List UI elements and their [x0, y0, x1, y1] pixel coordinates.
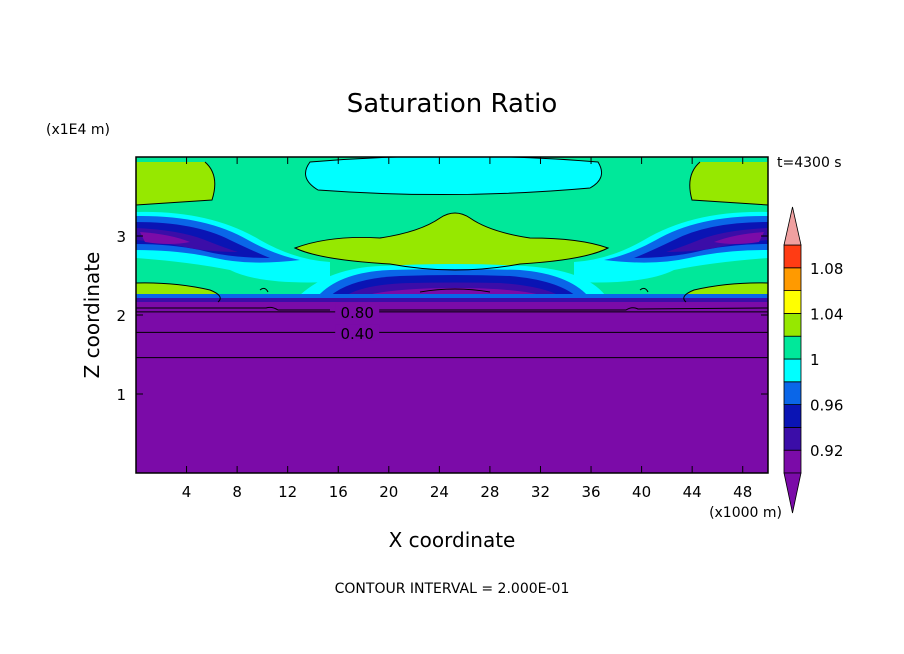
field-right-indigo-core [666, 228, 768, 252]
colorbar-tick-label: 0.92 [810, 442, 843, 460]
colorbar: 0.92 0.96 1 1.04 1.08 [783, 206, 843, 514]
contour-left-upper [136, 161, 216, 206]
x-tick-label: 48 [733, 483, 752, 501]
colorbar-segment [783, 426, 802, 451]
x-tick-label: 44 [683, 483, 702, 501]
x-tick-label: 16 [329, 483, 348, 501]
x-tick-label: 40 [632, 483, 651, 501]
x-tick-label: 4 [182, 483, 192, 501]
y-axis-label: Z coordinate [80, 252, 104, 379]
field-transition-indigo [136, 298, 768, 304]
contour-right-blob [639, 287, 649, 293]
colorbar-segment [783, 381, 802, 405]
field-top-cyan-cap [305, 157, 602, 195]
colorbar-tick-label: 1 [810, 351, 820, 369]
chart-title: Saturation Ratio [347, 89, 558, 119]
field-transition-blue [136, 294, 768, 300]
contour-top-cap [305, 157, 603, 196]
colorbar-segment [783, 358, 802, 383]
colorbar-tick-label: 1.08 [810, 260, 843, 278]
colorbar-segment [783, 244, 802, 269]
contour-left-wiggle [136, 306, 330, 311]
colorbar-tick-label: 1.04 [810, 305, 843, 323]
contour-lines [136, 157, 768, 359]
contour-labels: 0.80 0.40 [335, 302, 380, 343]
x-tick-label: 28 [480, 483, 499, 501]
contour-left-blob [259, 287, 269, 293]
colorbar-under-arrow [783, 472, 802, 514]
time-label: t=4300 s [777, 155, 842, 171]
colorbar-segment [783, 312, 802, 337]
colorbar-segment [783, 267, 802, 291]
field-lower-purple-layer [136, 302, 768, 473]
y-tick-label: 3 [116, 228, 126, 246]
contour-right-lower [683, 282, 768, 303]
field-right-upper-yellowgreen [689, 162, 768, 205]
contour-left-lower [136, 282, 221, 303]
field-central-yellowgreen-dome [295, 213, 608, 270]
colorbar-segment [783, 335, 802, 360]
field-left-purple-core [140, 232, 190, 244]
contour-interval-footer: CONTOUR INTERVAL = 2.000E-01 [335, 581, 570, 597]
y-tick-label: 2 [116, 307, 126, 325]
colorbar-segment [783, 290, 802, 314]
x-tick-label: 32 [531, 483, 550, 501]
contour-label: 0.40 [340, 325, 373, 343]
contour-level-lines [136, 311, 768, 359]
contour-field [136, 157, 768, 473]
contour-central-dome [293, 212, 610, 271]
colorbar-tick-label: 0.96 [810, 397, 843, 415]
x-axis-label: X coordinate [389, 528, 516, 552]
x-axis-unit: (x1000 m) [709, 505, 782, 521]
x-tick-label: 12 [278, 483, 297, 501]
x-tick-label: 24 [430, 483, 449, 501]
y-axis-unit: (x1E4 m) [46, 122, 110, 138]
contour-right-upper [689, 161, 768, 206]
field-left-indigo-core [136, 228, 238, 252]
colorbar-segment [783, 404, 802, 428]
x-tick-label: 20 [379, 483, 398, 501]
field-left-upper-yellowgreen [136, 162, 215, 205]
field-right-purple-core [714, 232, 764, 244]
x-tick-label: 8 [232, 483, 242, 501]
colorbar-over-arrow [783, 206, 802, 246]
contour-right-wiggle [372, 307, 768, 311]
contour-label-gap [335, 302, 380, 319]
contour-central-small [419, 288, 491, 293]
y-tick-label: 1 [116, 386, 126, 404]
colorbar-segment [783, 449, 802, 474]
x-tick-label: 36 [581, 483, 600, 501]
contour-label-gap [335, 324, 380, 341]
contour-label: 0.80 [340, 304, 373, 322]
